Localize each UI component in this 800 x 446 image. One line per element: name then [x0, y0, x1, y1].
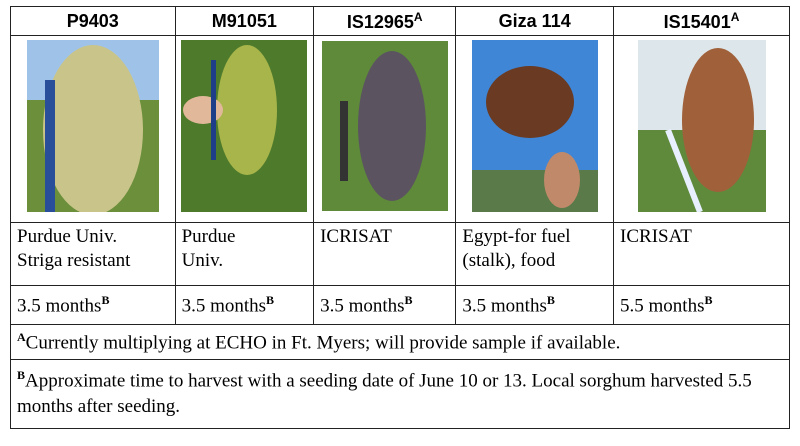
column-header: P9403	[10, 6, 176, 36]
maturity: 3.5 months	[462, 295, 547, 317]
maturity-cell: 3.5 monthsB	[174, 285, 315, 325]
superscript: B	[404, 292, 413, 307]
description-line: ICRISAT	[320, 226, 392, 247]
variety-name: IS12965	[346, 11, 414, 32]
superscript: A	[413, 9, 423, 24]
maturity-cell: 3.5 monthsB	[455, 285, 615, 325]
footnote-text: Approximate time to harvest with a seedi…	[17, 370, 752, 418]
photo	[181, 40, 308, 212]
photo	[471, 40, 598, 212]
photo	[637, 40, 766, 214]
maturity-cell: 5.5 monthsB	[613, 285, 790, 325]
variety-name: M91051	[211, 10, 277, 31]
footnote: BApproximate time to harvest with a seed…	[10, 359, 790, 429]
photo-cell	[313, 35, 457, 223]
maturity-cell: 3.5 monthsB	[10, 285, 176, 325]
description-line: ICRISAT	[620, 226, 692, 247]
description-cell: Egypt-for fuel (stalk), food	[455, 222, 615, 286]
footnote-mark: B	[17, 368, 26, 382]
maturity: 3.5 months	[181, 295, 267, 317]
footnote-row: BApproximate time to harvest with a seed…	[10, 359, 790, 429]
footnote-row: ACurrently multiplying at ECHO in Ft. My…	[10, 324, 790, 360]
maturity-cell: 3.5 monthsB	[313, 285, 457, 325]
description-cell: Purdue Univ. Striga resistant	[10, 222, 176, 286]
footnote: ACurrently multiplying at ECHO in Ft. My…	[10, 324, 790, 360]
description-cell: ICRISAT	[613, 222, 790, 286]
photo-cell	[174, 35, 315, 223]
superscript: A	[730, 9, 740, 24]
description-line: Striga resistant	[17, 250, 131, 271]
photo	[26, 40, 159, 215]
description-cell: Purdue Univ.	[174, 222, 315, 286]
photo-cell	[455, 35, 615, 223]
footnote-mark: A	[17, 329, 26, 344]
superscript: B	[704, 292, 713, 307]
photo	[321, 41, 448, 211]
superscript: B	[266, 292, 275, 307]
photo-cell	[613, 35, 790, 223]
maturity: 3.5 months	[17, 295, 102, 317]
description-line: Purdue	[181, 226, 236, 247]
maturity: 5.5 months	[620, 295, 705, 317]
image-row	[10, 35, 790, 223]
variety-name: IS15401	[663, 11, 731, 32]
description-line: (stalk), food	[462, 250, 556, 271]
description-line: Egypt-for fuel	[462, 226, 571, 247]
photo-cell	[10, 35, 176, 223]
column-header: IS12965A	[313, 6, 457, 36]
description-row: Purdue Univ. Striga resistant Purdue Univ. I…	[10, 222, 790, 286]
header-row: P9403 M91051 IS12965A Giza 114 IS15401A	[10, 6, 790, 36]
maturity-row: 3.5 monthsB 3.5 monthsB 3.5 monthsB 3.5 mon…	[10, 285, 790, 325]
footnote-text: Currently multiplying at ECHO in Ft. Mye…	[25, 332, 621, 354]
superscript: B	[546, 292, 555, 307]
description-line: Purdue Univ.	[17, 226, 118, 247]
column-header: Giza 114	[455, 6, 615, 36]
variety-table: P9403 M91051 IS12965A Giza 114 IS15401A Purd…	[10, 6, 790, 429]
variety-name: Giza 114	[498, 10, 571, 31]
column-header: IS15401A	[613, 6, 790, 36]
description-cell: ICRISAT	[313, 222, 457, 286]
superscript: B	[101, 292, 110, 307]
variety-name: P9403	[66, 10, 119, 31]
description-line: Univ.	[181, 250, 224, 271]
maturity: 3.5 months	[320, 295, 405, 317]
column-header: M91051	[174, 6, 315, 36]
